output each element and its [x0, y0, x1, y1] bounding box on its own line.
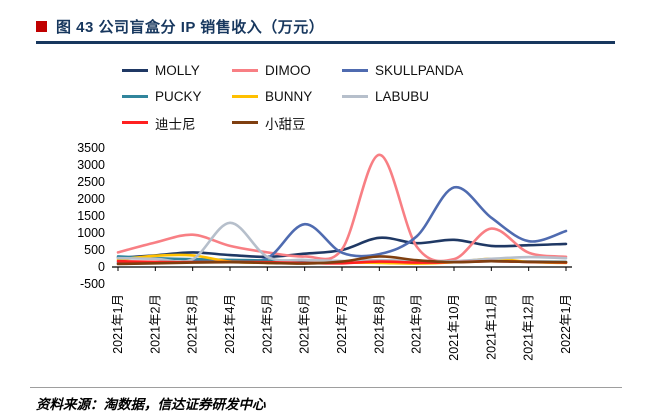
y-tick-label: 3000	[77, 158, 105, 172]
x-tick-label: 2021年5月	[260, 294, 274, 354]
x-tick-label: 2022年1月	[559, 294, 573, 354]
title-marker-square	[36, 21, 47, 32]
x-tick-label: 2021年8月	[372, 294, 386, 354]
series-line-DIMOO	[116, 153, 568, 263]
x-tick-label: 2021年10月	[447, 294, 461, 361]
legend-swatch	[342, 69, 368, 72]
x-tick-label: 2021年3月	[186, 294, 200, 354]
legend-item-1: MOLLY	[122, 61, 232, 80]
legend-swatch	[122, 95, 148, 98]
y-tick-label: 1000	[77, 226, 105, 240]
y-tick-label: 0	[98, 260, 105, 274]
y-tick-label: 500	[84, 243, 105, 257]
legend-label: 迪士尼	[155, 116, 196, 132]
footer-rule	[30, 387, 622, 388]
title-rule	[36, 41, 615, 44]
x-tick-label: 2021年1月	[111, 294, 125, 354]
legend-swatch	[122, 121, 148, 124]
legend-label: SKULLPANDA	[375, 63, 464, 78]
legend-label: LABUBU	[375, 89, 430, 104]
x-tick-label: 2021年9月	[410, 294, 424, 354]
legend-label: PUCKY	[155, 89, 202, 104]
y-tick-label: 1500	[77, 209, 105, 223]
y-tick-label: -500	[80, 277, 105, 291]
legend-swatch	[232, 95, 258, 98]
legend-label: MOLLY	[155, 63, 200, 78]
legend-item-2: DIMOO	[232, 61, 342, 80]
y-tick-label: 2500	[77, 175, 105, 189]
y-tick-label: 3500	[77, 141, 105, 155]
legend-swatch	[232, 121, 258, 124]
source-note: 资料来源：淘数据，信达证券研发中心	[36, 397, 266, 412]
x-tick-label: 2021年11月	[484, 294, 498, 360]
x-tick-label: 2021年6月	[298, 294, 312, 354]
line-chart: 3500 3000 2500 2000 1500 1000 500 0 -500 2021年1月 2…	[77, 141, 573, 361]
legend-swatch	[232, 69, 258, 72]
legend-item-6: LABUBU	[342, 87, 522, 106]
x-tick-label: 2021年12月	[522, 294, 536, 361]
legend-item-8: 小甜豆	[232, 113, 342, 132]
legend-label: BUNNY	[265, 89, 313, 104]
legend-item-7: 迪士尼	[122, 113, 232, 132]
chart-legend: MOLLY DIMOO SKULLPANDA PUCKY BUNNY LABUBU 迪士尼 小…	[122, 61, 522, 132]
legend-swatch	[342, 95, 368, 98]
legend-item-3: SKULLPANDA	[342, 61, 522, 80]
legend-label: DIMOO	[265, 63, 311, 78]
legend-item-4: PUCKY	[122, 87, 232, 106]
legend-label: 小甜豆	[265, 116, 306, 132]
legend-swatch	[122, 69, 148, 72]
x-tick-label: 2021年2月	[148, 294, 162, 354]
legend-item-5: BUNNY	[232, 87, 342, 106]
figure-header: 图 43 公司盲盒分 IP 销售收入（万元）	[36, 16, 324, 37]
x-tick-label: 2021年4月	[223, 294, 237, 354]
x-tick-label: 2021年7月	[335, 294, 349, 354]
series-line-小甜豆	[116, 255, 568, 266]
figure-title: 图 43 公司盲盒分 IP 销售收入（万元）	[56, 19, 325, 36]
y-tick-label: 2000	[77, 192, 105, 206]
